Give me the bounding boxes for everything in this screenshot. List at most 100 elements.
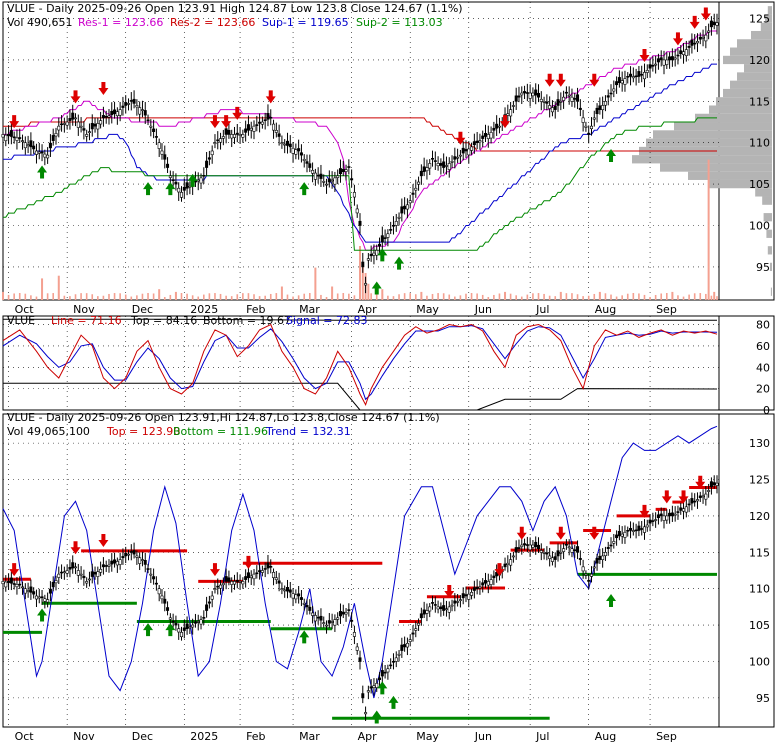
trend-candle-body xyxy=(514,547,518,553)
oscillator-signal-line xyxy=(2,325,718,401)
trend-sell-arrow-icon xyxy=(494,563,505,577)
volume-profile-bar xyxy=(688,171,772,180)
volume-bar xyxy=(242,293,244,300)
trend-candle-body xyxy=(564,543,568,546)
price-candle-body xyxy=(46,154,50,159)
trend-candle-body xyxy=(347,609,351,611)
price-candle-body xyxy=(419,170,423,177)
trend-candle-body xyxy=(629,528,633,531)
trend-candle-body xyxy=(682,508,686,512)
trend-candle-body xyxy=(495,572,499,577)
trend-candle-body xyxy=(230,581,234,585)
price-tick-label: 115 xyxy=(749,95,770,108)
trend-candle-body xyxy=(617,530,621,537)
trend-candle-body xyxy=(26,590,30,592)
volume-bar xyxy=(643,294,646,300)
price-x-tick-label: Nov xyxy=(73,303,95,316)
trend-buy-arrow-icon xyxy=(165,623,176,637)
trend-candle-body xyxy=(548,555,552,559)
trend-candle-body xyxy=(408,639,412,642)
volume-bar xyxy=(147,293,149,300)
price-candle-body xyxy=(559,101,563,103)
price-candle-body xyxy=(352,192,356,198)
oscillator-bottom-line xyxy=(3,382,718,411)
trend-candle-body xyxy=(205,604,209,611)
volume-bar xyxy=(230,296,233,300)
volume-bar xyxy=(113,293,116,300)
trend-candle-body xyxy=(193,621,197,624)
trend-candle-body xyxy=(662,515,666,521)
trend-sell-arrow-icon xyxy=(589,526,600,540)
trend-candle-body xyxy=(241,581,245,585)
volume-bar xyxy=(359,246,361,300)
volume-bar xyxy=(41,278,44,300)
trend-candle-body xyxy=(283,589,287,592)
price-candle-body xyxy=(576,94,580,102)
price-candle-body xyxy=(366,258,370,261)
trend-candle-body xyxy=(509,559,513,566)
price-candle-body xyxy=(564,91,568,94)
price-candle-body xyxy=(364,283,368,286)
price-candle-body xyxy=(9,130,13,137)
volume-bar xyxy=(487,296,490,300)
price-candle-body xyxy=(299,152,303,156)
price-candle-body xyxy=(378,243,382,247)
price-candle-body xyxy=(506,113,510,116)
trend-candle-body xyxy=(127,553,131,556)
volume-profile-bar xyxy=(767,6,772,15)
price-candle-body xyxy=(207,157,211,160)
price-candle-body xyxy=(232,134,236,138)
price-candle-body xyxy=(542,101,546,103)
price-tick-label: 105 xyxy=(749,178,770,191)
price-candle-body xyxy=(350,178,354,181)
trend-candle-body xyxy=(299,597,303,600)
price-candle-body xyxy=(7,133,11,137)
panel3-bottom: Bottom = 111.96 xyxy=(173,425,268,438)
price-candle-body xyxy=(656,58,660,63)
trend-candle-body xyxy=(581,566,585,572)
trend-candle-body xyxy=(252,573,256,580)
volume-bar xyxy=(46,293,49,300)
volume-bar xyxy=(649,296,651,300)
price-buy-arrow-icon xyxy=(143,182,154,196)
trend-candle-body xyxy=(99,568,103,573)
trend-candle-body xyxy=(467,593,471,600)
price-candle-body xyxy=(690,39,694,46)
price-candle-body xyxy=(163,154,167,160)
price-sell-arrow-icon xyxy=(232,106,243,120)
trend-candle-body xyxy=(670,512,674,517)
volume-bar xyxy=(30,295,32,300)
oscillator-tick-label: 60 xyxy=(756,340,770,353)
volume-bar xyxy=(18,293,21,300)
price-candle-body xyxy=(12,136,16,139)
price-candle-body xyxy=(127,103,131,105)
price-candle-body xyxy=(456,156,460,159)
trend-candle-body xyxy=(76,570,80,576)
volume-bar xyxy=(57,293,60,300)
price-candle-body xyxy=(531,92,535,97)
volume-bar xyxy=(615,296,618,300)
price-candle-body xyxy=(15,137,19,141)
trend-candle-body xyxy=(285,587,289,592)
price-candle-body xyxy=(241,134,245,138)
price-sell-arrow-icon xyxy=(589,73,600,87)
volume-profile-bar xyxy=(730,80,772,89)
panel3-trend: Trend = 132.31 xyxy=(265,425,351,438)
trend-tick-label: 110 xyxy=(749,583,770,596)
trend-candle-body xyxy=(138,557,142,564)
trend-candle-body xyxy=(221,582,225,586)
trend-candle-body xyxy=(311,612,315,616)
volume-bar xyxy=(359,296,361,300)
trend-sell-arrow-icon xyxy=(9,563,20,577)
price-candle-body xyxy=(51,135,55,141)
price-candle-body xyxy=(414,187,418,191)
volume-bar xyxy=(387,295,389,300)
oscillator-tick-label: 40 xyxy=(756,361,770,374)
trend-candle-body xyxy=(698,495,702,499)
volume-bar xyxy=(364,294,367,300)
trend-candle-body xyxy=(542,552,546,554)
price-candle-body xyxy=(93,123,97,127)
price-candle-body xyxy=(305,161,309,164)
volume-bar xyxy=(203,294,205,300)
trend-candle-body xyxy=(297,593,301,597)
